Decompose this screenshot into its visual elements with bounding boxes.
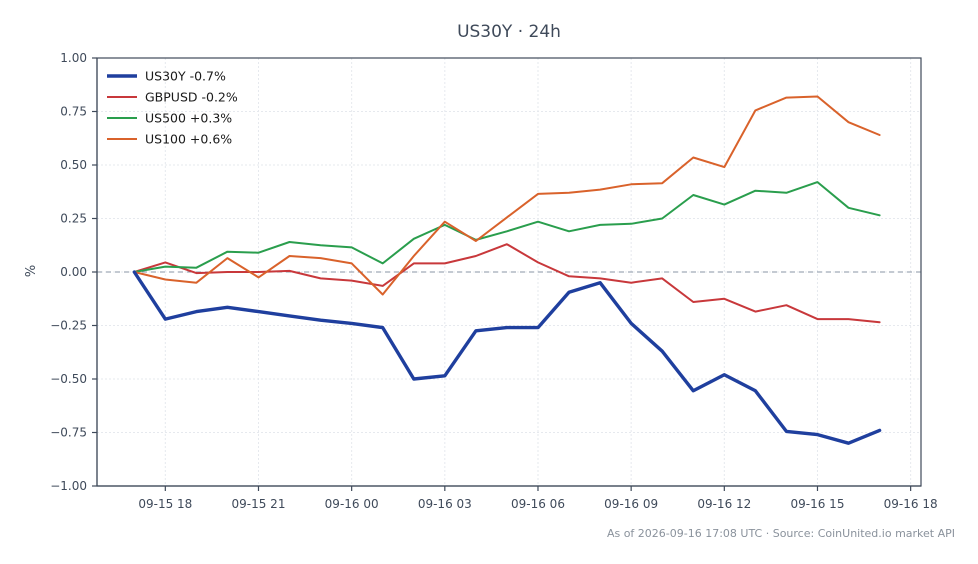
series-line-0 bbox=[132, 270, 882, 445]
footer-note: As of 2026-09-16 17:08 UTC · Source: Coi… bbox=[607, 527, 955, 540]
x-tick-label: 09-16 09 bbox=[604, 497, 658, 511]
chart-title: US30Y · 24h bbox=[457, 22, 561, 42]
legend-entry: US500 +0.3% bbox=[145, 111, 232, 126]
legend-entry: US30Y -0.7% bbox=[145, 69, 226, 84]
y-tick-label: −1.00 bbox=[50, 479, 87, 493]
series-line-1 bbox=[133, 243, 881, 324]
x-tick-label: 09-16 12 bbox=[697, 497, 751, 511]
y-tick-label: −0.75 bbox=[50, 426, 87, 440]
legend-entry: US100 +0.6% bbox=[145, 132, 232, 147]
x-tick-label: 09-16 06 bbox=[511, 497, 565, 511]
x-tick-label: 09-15 18 bbox=[138, 497, 192, 511]
legend: US30Y -0.7% GBPUSD -0.2% US500 +0.3% US100 … bbox=[107, 69, 238, 147]
series-line-2 bbox=[133, 181, 881, 273]
y-tick-label: 0.75 bbox=[60, 105, 87, 119]
y-axis: 1.00 0.75 0.50 0.25 0.00 −0.25 −0.50 −0.75 −1.00 bbox=[50, 51, 98, 493]
y-tick-label: −0.50 bbox=[50, 372, 87, 386]
x-tick-label: 09-16 03 bbox=[418, 497, 472, 511]
y-tick-label: 0.00 bbox=[60, 265, 87, 279]
y-tick-label: 0.50 bbox=[60, 158, 87, 172]
x-tick-label: 09-16 15 bbox=[791, 497, 845, 511]
series-group bbox=[132, 95, 882, 445]
series-line-3 bbox=[133, 95, 881, 296]
x-tick-label: 09-16 18 bbox=[884, 497, 938, 511]
legend-entry: GBPUSD -0.2% bbox=[145, 90, 238, 105]
y-axis-label: % bbox=[24, 265, 39, 277]
y-tick-label: 1.00 bbox=[60, 51, 87, 65]
y-tick-label: −0.25 bbox=[50, 319, 87, 333]
y-tick-label: 0.25 bbox=[60, 212, 87, 226]
x-tick-label: 09-15 21 bbox=[232, 497, 286, 511]
x-tick-label: 09-16 00 bbox=[325, 497, 379, 511]
x-axis: 09-15 18 09-15 21 09-16 00 09-16 03 09-16 06… bbox=[97, 485, 938, 511]
